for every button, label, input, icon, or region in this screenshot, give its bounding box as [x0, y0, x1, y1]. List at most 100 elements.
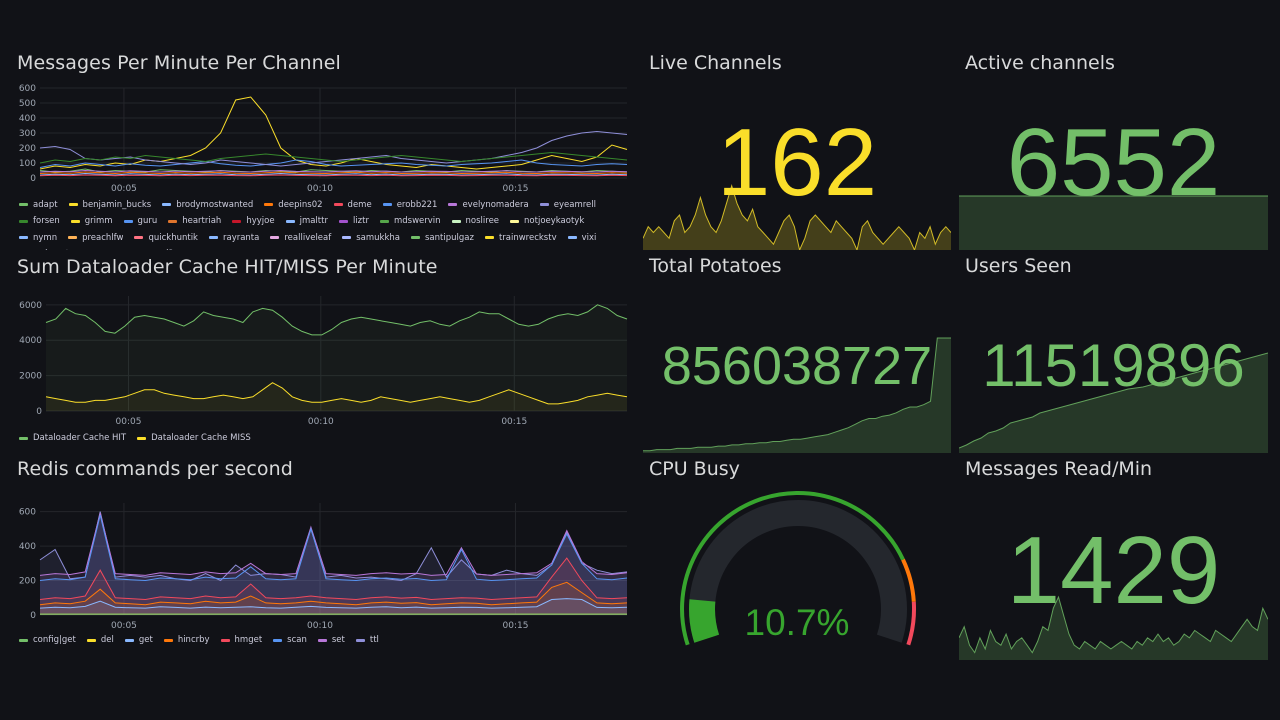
legend-item[interactable]: mdswervin: [379, 213, 441, 229]
legend-item[interactable]: set: [317, 632, 345, 648]
series-line-erobb221: [39, 159, 628, 168]
gauge-threshold-orange: [901, 558, 916, 602]
legend-label: ttl: [369, 635, 379, 645]
legend-item[interactable]: hyyjoe: [232, 213, 275, 229]
legend-label: Dataloader Cache HIT: [33, 433, 127, 443]
panel-title[interactable]: Users Seen: [965, 255, 1072, 277]
series-line-brodymostwanted: [39, 172, 628, 176]
legend-item[interactable]: quickhuntik: [134, 230, 198, 246]
legend-swatch: [162, 203, 172, 206]
legend-item[interactable]: Dataloader Cache HIT: [19, 430, 126, 446]
legend-item[interactable]: liztr: [338, 213, 369, 229]
series-area: [40, 511, 627, 615]
legend-label: scan: [287, 635, 307, 645]
legend-item[interactable]: notjoeykaotyk: [510, 213, 584, 229]
cpu-gauge: [680, 490, 917, 646]
legend-label: hincrby: [177, 635, 210, 645]
legend-label: erobb221: [396, 199, 438, 210]
messages-read-sparkline: [959, 595, 1268, 660]
legend-item[interactable]: benjamin_bucks: [68, 197, 151, 213]
legend-item[interactable]: guru: [123, 213, 157, 229]
series-line-ttl: [39, 511, 628, 582]
legend-swatch: [208, 236, 218, 239]
messages-chart[interactable]: 0 100 200 300 400 500 600 00:05 00:10 00:15: [0, 0, 640, 250]
y-tick-label: 0: [36, 407, 42, 417]
gauge-track: [689, 500, 907, 643]
panel-title[interactable]: Redis commands per second: [17, 458, 293, 480]
y-tick-label: 300: [19, 129, 36, 139]
x-tick-label: 00:10: [307, 621, 333, 631]
panel-title[interactable]: Sum Dataloader Cache HIT/MISS Per Minute: [17, 256, 438, 278]
legend-item[interactable]: get: [124, 632, 153, 648]
legend-label: liztr: [352, 216, 369, 226]
legend-item[interactable]: rayranta: [208, 230, 259, 246]
legend-item[interactable]: brodymostwanted: [162, 197, 253, 213]
legend-item[interactable]: forsen: [19, 213, 60, 229]
legend-item[interactable]: adapt: [19, 197, 58, 213]
legend-swatch: [539, 203, 549, 206]
panel-title[interactable]: Total Potatoes: [649, 255, 782, 277]
legend-item[interactable]: config|get: [19, 632, 76, 648]
legend-item[interactable]: evelynomadera: [448, 197, 529, 213]
legend-item[interactable]: deme: [333, 197, 372, 213]
series-line-Dataloader-Cache-HIT: [45, 304, 628, 336]
legend-item[interactable]: ttl: [355, 632, 379, 648]
legend-label: eyeamrell: [553, 199, 596, 210]
legend-label: get: [138, 635, 153, 645]
legend-item[interactable]: vixi: [567, 230, 596, 246]
legend-item[interactable]: hincrby: [163, 632, 210, 648]
legend-swatch: [137, 436, 147, 440]
legend-label: santipulgaz: [425, 232, 474, 243]
y-tick-label: 0: [30, 611, 36, 621]
legend-item[interactable]: xqc: [96, 246, 125, 250]
legend-item[interactable]: Dataloader Cache MISS: [137, 430, 251, 446]
legend-label: set: [331, 635, 345, 645]
legend-item[interactable]: grimm: [70, 213, 113, 229]
series-area: [46, 304, 627, 411]
legend-label: grimm: [84, 216, 113, 226]
messages-legend: adapt benjamin_bucks brodymostwanted deepin…: [19, 196, 619, 250]
legend-item[interactable]: scan: [273, 632, 307, 648]
panel-title[interactable]: Active channels: [965, 52, 1115, 74]
legend-item[interactable]: nymn: [19, 230, 57, 246]
legend-item[interactable]: samukkha: [342, 230, 400, 246]
legend-item[interactable]: yugi2x: [136, 246, 179, 250]
series-line-deepins02: [39, 171, 628, 175]
panel-title[interactable]: Live Channels: [649, 52, 782, 74]
redis-legend: config|get del get hincrby hmget scan set ttl: [19, 632, 390, 648]
legend-item[interactable]: jmalttr: [285, 213, 328, 229]
legend-item[interactable]: santipulgaz: [411, 230, 474, 246]
x-tick-label: 00:05: [116, 417, 142, 427]
legend-item[interactable]: heartriah: [168, 213, 221, 229]
y-tick-label: 4000: [19, 336, 42, 346]
legend-item[interactable]: erobb221: [382, 197, 438, 213]
legend-item[interactable]: realliveleaf: [270, 230, 331, 246]
x-tick-label: 00:15: [503, 621, 529, 631]
legend-item[interactable]: hmget: [220, 632, 263, 648]
sparkline-line: [643, 184, 951, 250]
messages-read-value: 1429: [1006, 517, 1221, 624]
y-tick-label: 6000: [19, 301, 42, 311]
sparkline-line: [959, 352, 1268, 449]
legend-item[interactable]: eyeamrell: [539, 197, 596, 213]
legend-item[interactable]: del: [86, 632, 114, 648]
legend-item[interactable]: nosliree: [451, 213, 499, 229]
panel-title[interactable]: CPU Busy: [649, 458, 740, 480]
series-line-hincrby: [39, 581, 628, 606]
legend-label: hyyjoe: [246, 216, 275, 226]
legend-label: notjoeykaotyk: [524, 216, 585, 226]
legend-item[interactable]: wakeuptune: [19, 246, 85, 250]
cpu-busy-value: 10.7%: [744, 602, 850, 643]
panel-title[interactable]: Messages Per Minute Per Channel: [17, 52, 341, 74]
sparkline-line: [959, 595, 1268, 654]
panel-title[interactable]: Messages Read/Min: [965, 458, 1153, 480]
legend-label: hmget: [234, 635, 263, 645]
redis-chart[interactable]: 0 200 400 600 00:05 00:10 00:15: [0, 453, 640, 663]
legend-item[interactable]: trainwreckstv: [484, 230, 557, 246]
legend-swatch: [68, 236, 78, 239]
dataloader-chart[interactable]: 0 2000 4000 6000 00:05 00:10 00:15: [0, 250, 640, 453]
messages-read-panel: Messages Read/Min 1429: [959, 456, 1268, 660]
legend-item[interactable]: preachlfw: [68, 230, 123, 246]
legend-item[interactable]: deepins02: [264, 197, 323, 213]
legend-swatch: [232, 219, 242, 223]
